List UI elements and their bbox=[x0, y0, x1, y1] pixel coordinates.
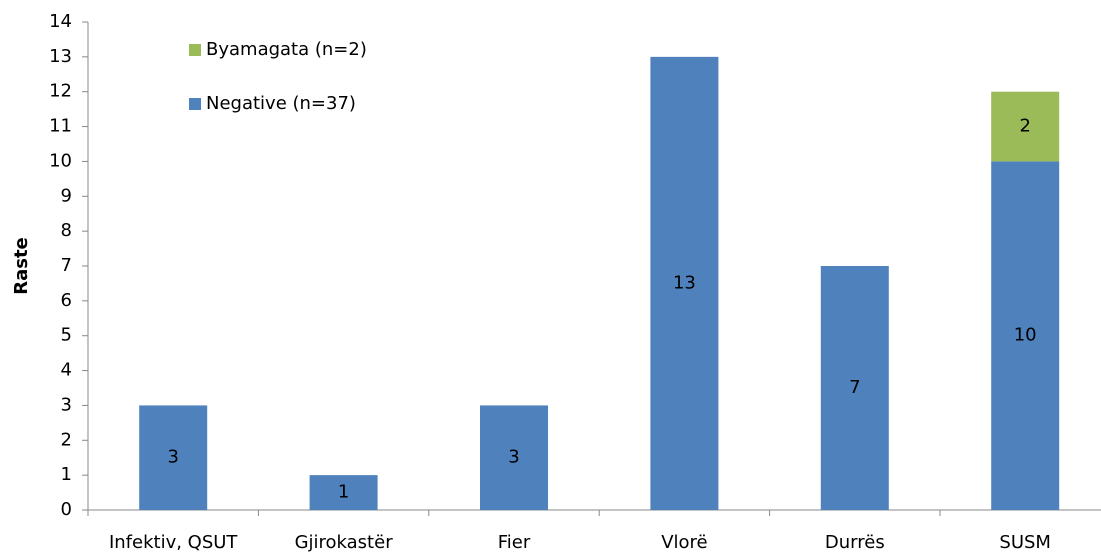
x-tick-label: Fier bbox=[498, 532, 531, 553]
data-label: 7 bbox=[849, 377, 860, 398]
x-tick-label: Gjirokastër bbox=[295, 532, 394, 553]
y-tick-label: 10 bbox=[49, 150, 72, 171]
x-tick-label: Infektiv, QSUT bbox=[109, 532, 238, 553]
bar-segment bbox=[480, 405, 548, 510]
legend-label: Byamagata (n=2) bbox=[206, 39, 367, 60]
data-label: 2 bbox=[1019, 116, 1030, 137]
y-tick-label: 2 bbox=[61, 429, 72, 450]
bar-segment bbox=[139, 405, 208, 510]
y-tick-label: 9 bbox=[61, 185, 72, 206]
legend-swatch bbox=[189, 44, 201, 56]
y-tick-label: 11 bbox=[49, 116, 72, 137]
y-tick-label: 7 bbox=[61, 255, 72, 276]
bar-segment bbox=[991, 91, 1060, 162]
data-label: 10 bbox=[1014, 325, 1037, 346]
y-tick-label: 0 bbox=[61, 499, 72, 520]
y-tick-label: 4 bbox=[61, 360, 72, 381]
x-tick-label: SUSM bbox=[999, 532, 1051, 553]
y-tick-label: 1 bbox=[61, 464, 72, 485]
y-axis-label: Raste bbox=[11, 237, 32, 295]
bar-segment bbox=[650, 56, 719, 510]
bar-segment bbox=[991, 161, 1060, 510]
data-label: 3 bbox=[508, 447, 519, 468]
y-tick-label: 8 bbox=[61, 220, 72, 241]
y-tick-label: 13 bbox=[49, 46, 72, 67]
data-label: 13 bbox=[673, 272, 696, 293]
y-tick-label: 3 bbox=[61, 394, 72, 415]
x-tick-label: Vlorë bbox=[661, 532, 707, 553]
y-tick-label: 12 bbox=[49, 81, 72, 102]
legend-swatch bbox=[189, 98, 201, 110]
y-tick-label: 5 bbox=[61, 325, 72, 346]
bar-segment bbox=[820, 266, 889, 510]
y-tick-label: 6 bbox=[61, 290, 72, 311]
data-label: 3 bbox=[167, 447, 178, 468]
x-tick-label: Durrës bbox=[825, 532, 885, 553]
y-tick-label: 14 bbox=[49, 11, 72, 32]
legend-label: Negative (n=37) bbox=[206, 93, 356, 114]
bar-segment bbox=[309, 475, 378, 510]
data-label: 1 bbox=[338, 482, 349, 503]
